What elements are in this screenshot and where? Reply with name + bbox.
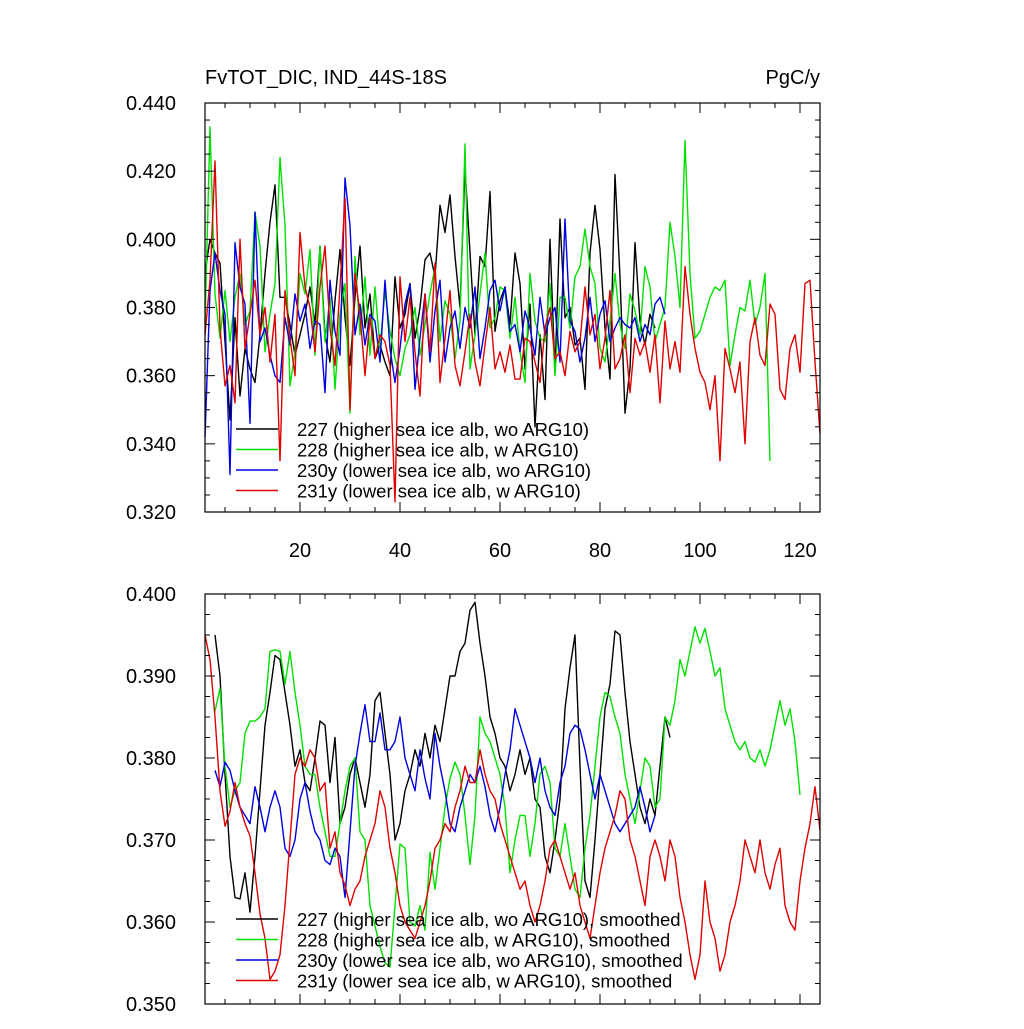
legend-label: 227 (higher sea ice alb, wo ARG10), smoo… bbox=[297, 909, 681, 930]
chart-title: FvTOT_DIC, IND_44S-18S bbox=[205, 67, 447, 89]
y-tick-label: 0.420 bbox=[126, 161, 176, 183]
legend-label: 228 (higher sea ice alb, w ARG10), smoot… bbox=[297, 930, 670, 951]
x-tick-label: 40 bbox=[389, 540, 411, 562]
y-tick-label: 0.390 bbox=[126, 666, 176, 688]
y-tick-label: 0.350 bbox=[126, 994, 176, 1016]
x-tick-label: 60 bbox=[489, 540, 511, 562]
legend-label: 231y (lower sea ice alb, w ARG10), smoot… bbox=[297, 971, 672, 992]
series-line-4 bbox=[204, 160, 821, 503]
series-line-2 bbox=[214, 626, 801, 968]
bottom-panel-legend: 227 (higher sea ice alb, wo ARG10), smoo… bbox=[236, 909, 683, 992]
series-line-3 bbox=[204, 177, 666, 476]
legend-label: 230y (lower sea ice alb, wo ARG10), smoo… bbox=[297, 950, 683, 971]
series-line-3 bbox=[214, 704, 656, 899]
legend-label: 230y (lower sea ice alb, wo ARG10) bbox=[297, 460, 591, 481]
y-tick-label: 0.340 bbox=[126, 434, 176, 456]
y-tick-label: 0.320 bbox=[126, 502, 176, 524]
legend-label: 228 (higher sea ice alb, w ARG10) bbox=[297, 440, 579, 461]
chart-units: PgC/y bbox=[766, 67, 820, 89]
y-tick-label: 0.360 bbox=[126, 366, 176, 388]
top-panel: 0.320 0.340 0.360 0.380 0.400 0.420 0.440 20 40 6… bbox=[126, 93, 821, 562]
y-tick-label: 0.370 bbox=[126, 830, 176, 852]
y-tick-label: 0.380 bbox=[126, 298, 176, 320]
x-tick-label: 120 bbox=[783, 540, 816, 562]
y-tick-label: 0.360 bbox=[126, 912, 176, 934]
x-tick-label: 80 bbox=[589, 540, 611, 562]
legend-label: 231y (lower sea ice alb, w ARG10) bbox=[297, 481, 581, 502]
y-tick-label: 0.380 bbox=[126, 748, 176, 770]
top-panel-axes: 0.320 0.340 0.360 0.380 0.400 0.420 0.440 20 40 6… bbox=[126, 93, 821, 562]
x-tick-label: 20 bbox=[289, 540, 311, 562]
y-tick-label: 0.400 bbox=[126, 584, 176, 606]
series-line-4 bbox=[204, 634, 821, 981]
top-panel-legend: 227 (higher sea ice alb, wo ARG10)228 (h… bbox=[236, 419, 591, 502]
y-tick-label: 0.440 bbox=[126, 93, 176, 115]
series-line-2 bbox=[204, 126, 771, 461]
series-line-1 bbox=[214, 601, 671, 913]
top-panel-series-lines bbox=[204, 126, 821, 503]
bottom-panel-series-lines bbox=[204, 601, 821, 981]
bottom-panel-axes: 0.350 0.360 0.370 0.380 0.390 0.400 bbox=[126, 584, 821, 1016]
y-tick-label: 0.400 bbox=[126, 229, 176, 251]
bottom-panel: 0.350 0.360 0.370 0.380 0.390 0.400 227 (high… bbox=[126, 584, 821, 1016]
legend-label: 227 (higher sea ice alb, wo ARG10) bbox=[297, 419, 589, 440]
x-tick-label: 100 bbox=[683, 540, 716, 562]
